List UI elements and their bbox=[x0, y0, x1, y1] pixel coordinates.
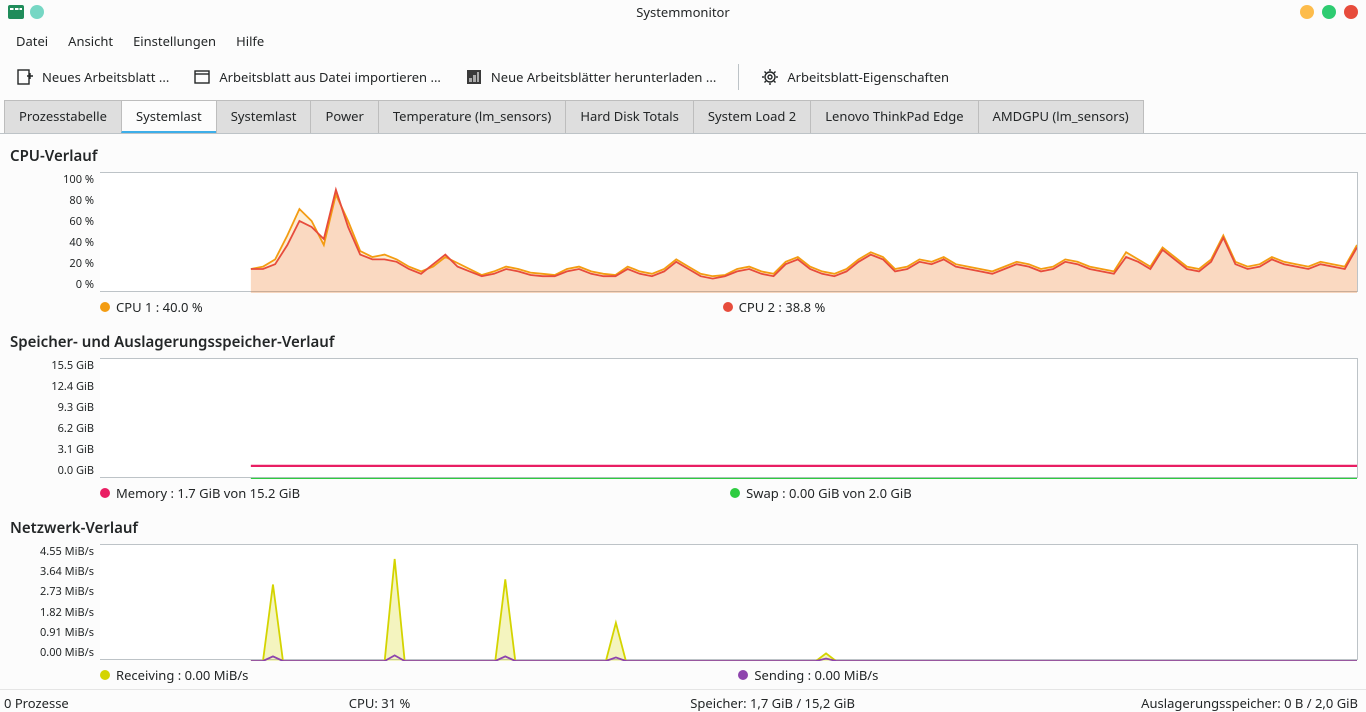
legend-dot bbox=[100, 302, 110, 312]
legend-item: CPU 1 : 40.0 % bbox=[100, 298, 203, 316]
y-tick-label: 6.2 GiB bbox=[58, 421, 94, 436]
network-legend: Receiving : 0.00 MiB/s Sending : 0.00 MiB… bbox=[8, 660, 1358, 684]
download-sheets-label: Neue Arbeitsblätter herunterladen ... bbox=[491, 68, 716, 86]
legend-dot bbox=[730, 488, 740, 498]
y-tick-label: 40 % bbox=[69, 235, 94, 250]
new-sheet-icon bbox=[16, 68, 34, 86]
cpu-chart-title: CPU-Verlauf bbox=[8, 142, 1358, 172]
network-y-axis: 4.55 MiB/s 3.64 MiB/s 2.73 MiB/s 1.82 MiB/s… bbox=[8, 544, 100, 660]
y-tick-label: 2.73 MiB/s bbox=[40, 584, 94, 599]
cpu-plot bbox=[100, 172, 1358, 292]
legend-dot bbox=[100, 488, 110, 498]
legend-item: Memory : 1.7 GiB von 15.2 GiB bbox=[100, 484, 300, 502]
y-tick-label: 4.55 MiB/s bbox=[40, 544, 94, 559]
memory-chart-title: Speicher- und Auslagerungsspeicher-Verla… bbox=[8, 328, 1358, 358]
menu-datei[interactable]: Datei bbox=[8, 28, 56, 54]
maximize-button[interactable] bbox=[1322, 5, 1336, 19]
y-tick-label: 0.0 GiB bbox=[58, 463, 94, 478]
window-title: Systemmonitor bbox=[0, 3, 1366, 21]
tab-4[interactable]: Temperature (lm_sensors) bbox=[378, 100, 566, 133]
legend-label: CPU 1 : 40.0 % bbox=[116, 298, 203, 316]
tab-8[interactable]: AMDGPU (lm_sensors) bbox=[978, 100, 1144, 133]
legend-item: Swap : 0.00 GiB von 2.0 GiB bbox=[730, 484, 912, 502]
menubar: DateiAnsichtEinstellungenHilfe bbox=[0, 24, 1366, 58]
status-cpu: CPU: 31 % bbox=[349, 694, 411, 712]
y-tick-label: 0 % bbox=[76, 277, 94, 292]
status-processes: 0 Prozesse bbox=[4, 694, 69, 712]
y-tick-label: 0.00 MiB/s bbox=[40, 645, 94, 660]
legend-item: CPU 2 : 38.8 % bbox=[723, 298, 826, 316]
legend-label: Sending : 0.00 MiB/s bbox=[754, 666, 878, 684]
tab-bar: ProzesstabelleSystemlastSystemlastPowerT… bbox=[0, 100, 1366, 134]
menu-hilfe[interactable]: Hilfe bbox=[228, 28, 272, 54]
new-sheet-label: Neues Arbeitsblatt ... bbox=[42, 68, 169, 86]
y-tick-label: 0.91 MiB/s bbox=[40, 625, 94, 640]
content-area: CPU-Verlauf 100 % 80 % 60 % 40 % 20 % 0 % CPU… bbox=[0, 134, 1366, 689]
legend-item: Receiving : 0.00 MiB/s bbox=[100, 666, 248, 684]
y-tick-label: 1.82 MiB/s bbox=[40, 605, 94, 620]
titlebar: Systemmonitor bbox=[0, 0, 1366, 24]
network-chart-title: Netzwerk-Verlauf bbox=[8, 514, 1358, 544]
tab-2[interactable]: Systemlast bbox=[216, 100, 312, 133]
legend-dot bbox=[738, 670, 748, 680]
cpu-legend: CPU 1 : 40.0 % CPU 2 : 38.8 % bbox=[8, 292, 1358, 316]
download-sheets-button[interactable]: Neue Arbeitsblätter herunterladen ... bbox=[459, 64, 722, 90]
import-sheet-icon bbox=[193, 68, 211, 86]
y-tick-label: 100 % bbox=[63, 172, 94, 187]
cpu-chart-block: CPU-Verlauf 100 % 80 % 60 % 40 % 20 % 0 % CPU… bbox=[8, 142, 1358, 316]
close-button[interactable] bbox=[1344, 5, 1358, 19]
sheet-properties-button[interactable]: Arbeitsblatt-Eigenschaften bbox=[755, 64, 955, 90]
memory-y-axis: 15.5 GiB 12.4 GiB 9.3 GiB 6.2 GiB 3.1 GiB 0.0… bbox=[8, 358, 100, 478]
y-tick-label: 20 % bbox=[69, 256, 94, 271]
y-tick-label: 15.5 GiB bbox=[51, 358, 94, 373]
tab-3[interactable]: Power bbox=[310, 100, 378, 133]
legend-label: CPU 2 : 38.8 % bbox=[739, 298, 826, 316]
sheet-properties-label: Arbeitsblatt-Eigenschaften bbox=[787, 68, 949, 86]
toolbar: Neues Arbeitsblatt ... Arbeitsblatt aus … bbox=[0, 58, 1366, 100]
memory-plot bbox=[100, 358, 1358, 478]
import-sheet-button[interactable]: Arbeitsblatt aus Datei importieren ... bbox=[187, 64, 447, 90]
legend-label: Swap : 0.00 GiB von 2.0 GiB bbox=[746, 484, 912, 502]
legend-dot bbox=[100, 670, 110, 680]
tab-5[interactable]: Hard Disk Totals bbox=[565, 100, 694, 133]
tab-0[interactable]: Prozesstabelle bbox=[4, 100, 122, 133]
memory-chart-block: Speicher- und Auslagerungsspeicher-Verla… bbox=[8, 328, 1358, 502]
network-chart-block: Netzwerk-Verlauf 4.55 MiB/s 3.64 MiB/s 2.7… bbox=[8, 514, 1358, 684]
y-tick-label: 3.64 MiB/s bbox=[40, 564, 94, 579]
app-icon bbox=[8, 5, 24, 19]
legend-dot bbox=[723, 302, 733, 312]
new-sheet-button[interactable]: Neues Arbeitsblatt ... bbox=[10, 64, 175, 90]
network-plot bbox=[100, 544, 1358, 660]
menu-ansicht[interactable]: Ansicht bbox=[60, 28, 121, 54]
tab-1[interactable]: Systemlast bbox=[121, 100, 217, 133]
toolbar-separator bbox=[738, 64, 739, 90]
statusbar: 0 Prozesse CPU: 31 % Speicher: 1,7 GiB /… bbox=[0, 689, 1366, 712]
y-tick-label: 80 % bbox=[69, 193, 94, 208]
y-tick-label: 3.1 GiB bbox=[58, 442, 94, 457]
cpu-y-axis: 100 % 80 % 60 % 40 % 20 % 0 % bbox=[8, 172, 100, 292]
gear-icon bbox=[761, 68, 779, 86]
app-status-dot bbox=[30, 5, 44, 19]
download-sheets-icon bbox=[465, 68, 483, 86]
menu-einstellungen[interactable]: Einstellungen bbox=[125, 28, 224, 54]
y-tick-label: 12.4 GiB bbox=[51, 379, 94, 394]
tab-6[interactable]: System Load 2 bbox=[693, 100, 811, 133]
status-memory: Speicher: 1,7 GiB / 15,2 GiB bbox=[690, 694, 855, 712]
minimize-button[interactable] bbox=[1300, 5, 1314, 19]
tab-7[interactable]: Lenovo ThinkPad Edge bbox=[810, 100, 978, 133]
legend-label: Receiving : 0.00 MiB/s bbox=[116, 666, 248, 684]
legend-item: Sending : 0.00 MiB/s bbox=[738, 666, 878, 684]
y-tick-label: 9.3 GiB bbox=[58, 400, 94, 415]
memory-legend: Memory : 1.7 GiB von 15.2 GiB Swap : 0.00… bbox=[8, 478, 1358, 502]
import-sheet-label: Arbeitsblatt aus Datei importieren ... bbox=[219, 68, 441, 86]
legend-label: Memory : 1.7 GiB von 15.2 GiB bbox=[116, 484, 300, 502]
y-tick-label: 60 % bbox=[69, 214, 94, 229]
status-swap: Auslagerungsspeicher: 0 B / 2,0 GiB bbox=[1141, 694, 1358, 712]
